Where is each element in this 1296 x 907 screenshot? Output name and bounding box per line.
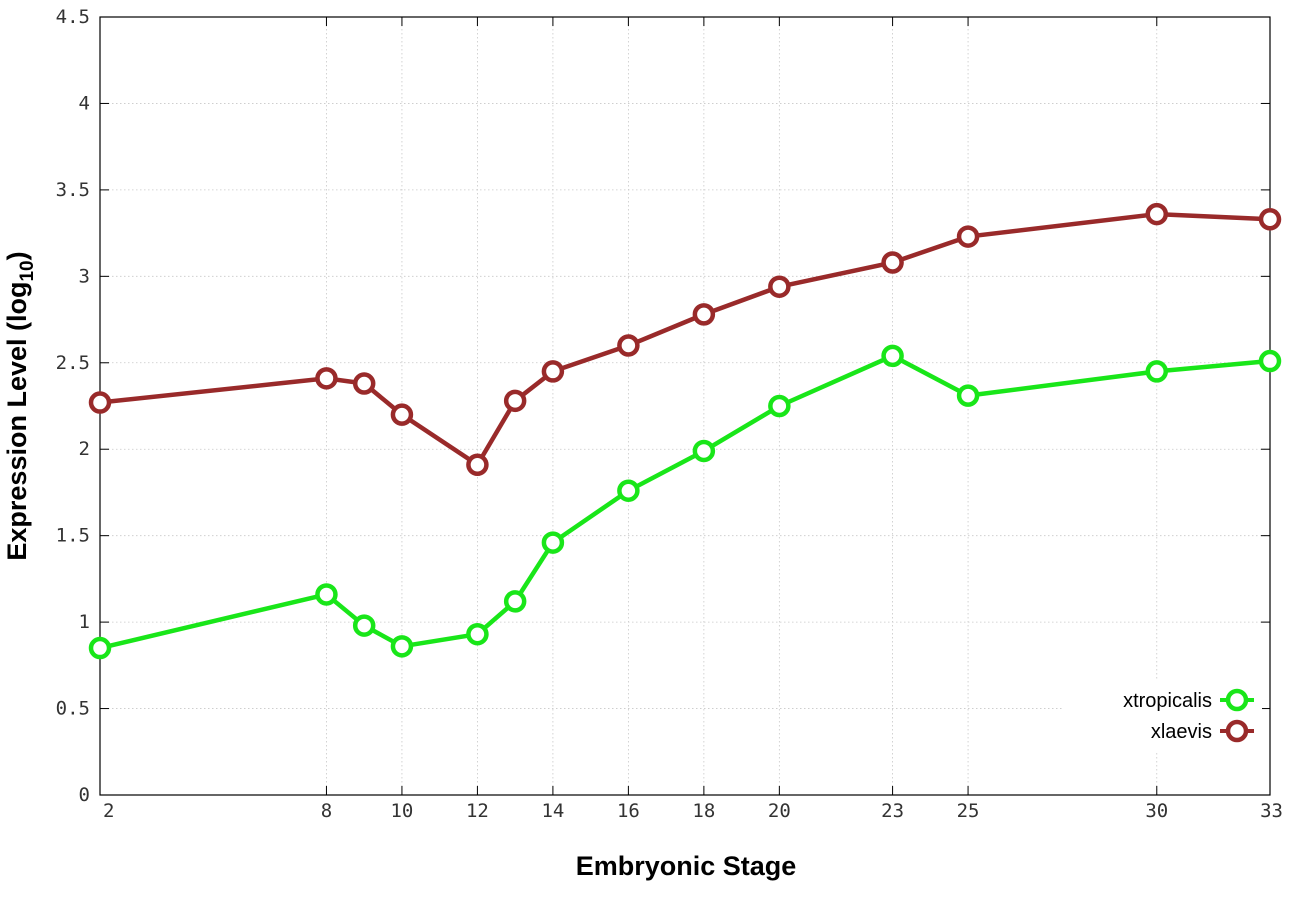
data-point-xtropicalis xyxy=(768,394,791,418)
x-tick-labels: 2 8 10 12 14 16 18 20 23 25 30 33 xyxy=(103,800,1283,822)
data-point-xlaevis xyxy=(315,367,338,390)
legend-label-xlaevis: xlaevis xyxy=(1151,721,1212,743)
data-point-xtropicalis xyxy=(503,590,527,613)
data-point-xtropicalis xyxy=(541,531,565,554)
x-tick-label: 14 xyxy=(541,800,564,822)
data-point-xlaevis xyxy=(956,225,980,248)
data-point-xtropicalis xyxy=(1258,349,1282,373)
data-point-xlaevis xyxy=(390,403,414,426)
y-axis-title-close: ) xyxy=(2,251,32,260)
x-tick-label: 33 xyxy=(1260,800,1283,822)
data-point-xlaevis xyxy=(1145,202,1169,226)
series-layer xyxy=(88,202,1282,660)
y-tick-label: 2.5 xyxy=(56,352,90,374)
tick-marks xyxy=(99,16,1271,796)
legend: xtropicalis xlaevis xyxy=(1062,680,1262,752)
data-point-xtropicalis xyxy=(315,583,338,606)
grid-lines xyxy=(100,17,1270,795)
data-point-xtropicalis xyxy=(881,344,904,368)
legend-label-xtropicalis: xtropicalis xyxy=(1123,690,1212,712)
data-point-xtropicalis xyxy=(692,439,716,463)
data-point-xtropicalis xyxy=(956,384,980,407)
y-tick-label: 0 xyxy=(79,784,90,806)
y-tick-label: 0.5 xyxy=(56,698,90,720)
x-tick-label: 23 xyxy=(881,800,904,822)
series-xlaevis xyxy=(88,202,1282,477)
y-axis-title: Expression Level (log10) xyxy=(2,251,38,560)
x-axis-title: Embryonic Stage xyxy=(576,851,797,881)
data-point-xlaevis xyxy=(1258,208,1282,231)
data-point-xtropicalis xyxy=(88,636,112,660)
legend-marker-xlaevis xyxy=(1225,719,1249,743)
data-point-xlaevis xyxy=(352,372,376,395)
series-xtropicalis xyxy=(88,344,1282,660)
data-point-xlaevis xyxy=(466,453,489,477)
y-tick-label: 3 xyxy=(79,265,90,287)
x-tick-label: 8 xyxy=(321,800,332,822)
x-tick-label: 18 xyxy=(692,800,715,822)
data-point-xlaevis xyxy=(541,360,565,383)
data-point-xlaevis xyxy=(88,391,112,414)
x-tick-label: 30 xyxy=(1145,800,1168,822)
data-point-xtropicalis xyxy=(352,614,376,637)
data-point-xtropicalis xyxy=(466,622,489,646)
x-tick-label: 10 xyxy=(390,800,413,822)
data-point-xlaevis xyxy=(768,275,791,298)
x-tick-label: 12 xyxy=(466,800,489,822)
y-tick-label: 3.5 xyxy=(56,179,90,201)
y-tick-label: 4.5 xyxy=(56,6,90,28)
y-axis-title-subscript: 10 xyxy=(17,260,38,281)
x-tick-label: 20 xyxy=(768,800,791,822)
legend-background xyxy=(1062,680,1262,752)
data-point-xtropicalis xyxy=(390,635,414,658)
data-point-xtropicalis xyxy=(1145,360,1169,383)
data-point-xlaevis xyxy=(692,303,716,326)
data-point-xlaevis xyxy=(617,334,640,357)
x-tick-label: 25 xyxy=(957,800,980,822)
y-axis-title-main: Expression Level (log xyxy=(2,282,32,561)
data-point-xlaevis xyxy=(503,389,527,413)
x-tick-label: 2 xyxy=(103,800,114,822)
y-tick-labels: 0 0.5 1 1.5 2 2.5 3 3.5 4 4.5 xyxy=(56,6,90,806)
y-tick-label: 1.5 xyxy=(56,525,90,547)
y-tick-label: 2 xyxy=(79,438,90,460)
data-point-xlaevis xyxy=(881,251,904,274)
y-tick-label: 4 xyxy=(79,92,90,114)
x-tick-label: 16 xyxy=(617,800,640,822)
data-point-xtropicalis xyxy=(617,479,640,502)
y-tick-label: 1 xyxy=(79,611,90,633)
legend-marker-xtropicalis xyxy=(1225,688,1249,712)
